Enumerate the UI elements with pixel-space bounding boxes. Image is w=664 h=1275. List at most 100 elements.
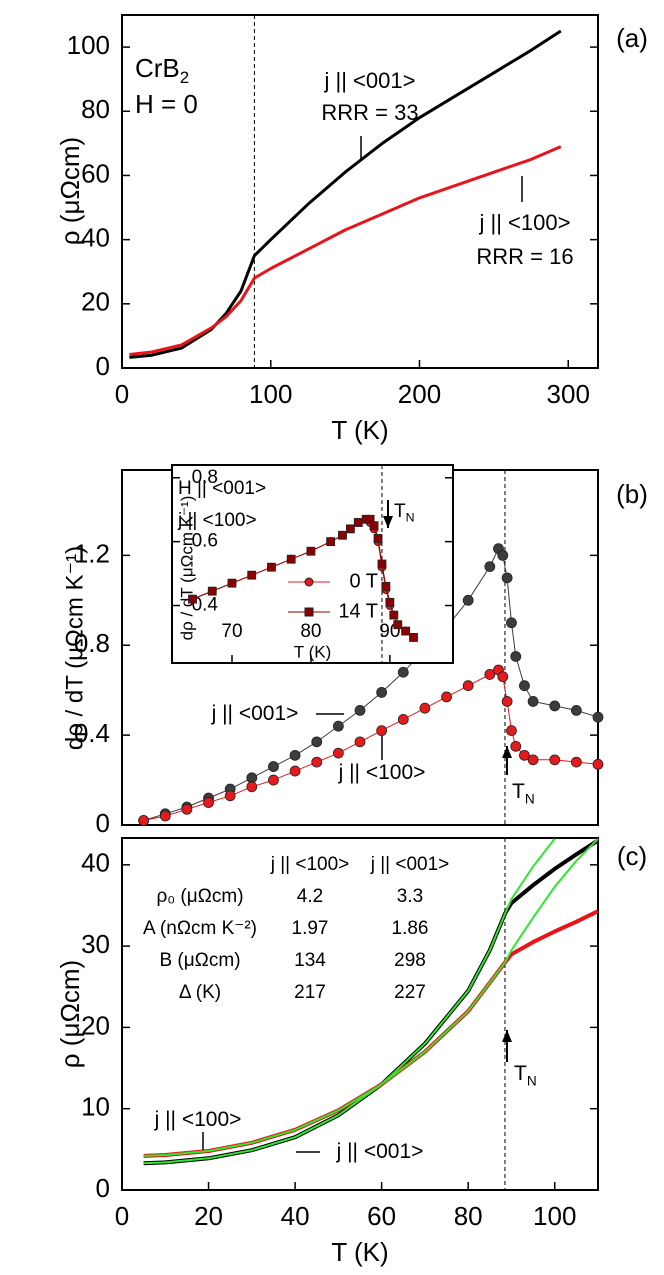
- x-tick-label: 0: [115, 379, 129, 409]
- annotation: H || <001>: [178, 478, 266, 499]
- plot-frame: [121, 14, 599, 369]
- annotation-subscript: 2: [180, 69, 189, 88]
- table-row-label: B (μΩcm): [159, 950, 240, 971]
- y-tick-label: 40: [81, 223, 110, 253]
- data-point: [409, 633, 418, 642]
- y-tick-label: 0.8: [74, 628, 110, 658]
- table-header: j || <100>: [270, 854, 350, 875]
- y-axis-label: ρ (μΩcm): [55, 137, 85, 245]
- x-tick-label: 40: [281, 1201, 310, 1231]
- data-point: [389, 610, 399, 620]
- table-header: j || <001>: [370, 854, 450, 875]
- data-point: [338, 530, 347, 540]
- data-point: [510, 651, 522, 662]
- annotation-subscript: N: [527, 1073, 537, 1088]
- annotation-text: j || <100>: [479, 210, 571, 235]
- data-point: [519, 680, 530, 692]
- data-point: [224, 790, 236, 802]
- annotation: j || <001>: [324, 68, 416, 93]
- y-tick-label: 0: [96, 1173, 110, 1203]
- data-point: [592, 758, 604, 770]
- panel-label: (c): [617, 841, 647, 871]
- data-point: [377, 559, 387, 569]
- data-point: [549, 754, 561, 766]
- y-tick-label: 10: [81, 1092, 110, 1122]
- chart-panel: 00.40.81.2dρ / dT (μΩcm K⁻¹)(b)j || <001…: [61, 469, 648, 838]
- data-point: [570, 756, 582, 768]
- x-tick-label: 100: [249, 379, 292, 409]
- y-tick-label: 0: [96, 808, 110, 838]
- annotation-text: j || <001>: [336, 1140, 424, 1163]
- data-point: [311, 756, 323, 768]
- table-cell: 1.97: [292, 918, 329, 939]
- y-tick-label: 60: [81, 158, 110, 188]
- data-point: [510, 740, 522, 752]
- annotation-text: j || <100>: [154, 1108, 242, 1131]
- table-row-label: A (nΩcm K⁻²): [143, 918, 257, 939]
- arrow-head: [383, 516, 393, 528]
- data-point: [501, 696, 513, 707]
- chart-panel: 0 10 20 30 40 0 20 40 60 80 100 T (K) ρ (μΩcm) (c) j |…: [55, 837, 647, 1267]
- data-point: [497, 671, 509, 683]
- annotation: RRR = 16: [476, 244, 573, 269]
- table-cell: 217: [294, 982, 326, 1003]
- data-point: [484, 669, 496, 680]
- y-tick-label: 0.4: [74, 718, 110, 748]
- data-point: [311, 736, 323, 748]
- data-point: [519, 749, 530, 761]
- data-point: [506, 617, 517, 629]
- table-cell: 3.3: [397, 886, 423, 907]
- y-tick-label: 1.2: [74, 538, 110, 568]
- curve: [143, 838, 599, 1157]
- annotation-subscript: N: [406, 511, 415, 525]
- data-point: [527, 754, 539, 766]
- annotation: j || <100>: [154, 1108, 242, 1131]
- legend-label: 0 T: [349, 570, 378, 592]
- data-point: [159, 810, 171, 822]
- annotation: CrB2: [135, 53, 189, 88]
- annotation: j || <100>: [338, 761, 426, 784]
- annotation-text: j || <100>: [177, 510, 257, 531]
- x-axis-label: T (K): [331, 1237, 388, 1267]
- data-point: [188, 594, 197, 604]
- data-point: [354, 736, 366, 748]
- data-point: [247, 570, 257, 580]
- annotation: j || <001>: [211, 702, 299, 725]
- data-point: [570, 705, 582, 716]
- table-cell: 134: [294, 950, 326, 971]
- data-point: [246, 772, 258, 784]
- annotation-text: CrB: [135, 53, 180, 83]
- data-point: [381, 581, 391, 591]
- annotation-text: j || <100>: [338, 761, 426, 784]
- data-point: [306, 546, 316, 556]
- x-tick-label: 100: [533, 1201, 576, 1231]
- annotation-text: j || <001>: [324, 68, 416, 93]
- data-point: [441, 691, 452, 703]
- annotation: j || <001>: [336, 1140, 424, 1163]
- data-point: [397, 713, 409, 725]
- curve: [129, 145, 562, 356]
- y-axis-label: dρ / dT (μΩcm K⁻¹): [61, 546, 88, 750]
- legend-label: 14 T: [338, 600, 378, 622]
- arrow-head: [502, 746, 512, 758]
- x-tick-label: 0: [115, 1201, 129, 1231]
- data-point: [332, 747, 344, 759]
- table-row-label: ρ₀ (μΩcm): [156, 886, 243, 907]
- x-axis-label: T (K): [331, 415, 388, 445]
- arrow-head: [502, 1030, 512, 1042]
- y-tick-label: 30: [81, 929, 110, 959]
- panel-label: (a): [616, 23, 648, 53]
- data-point: [332, 720, 344, 732]
- y-tick-label: 20: [81, 1010, 110, 1040]
- data-point: [181, 803, 193, 815]
- data-point: [138, 815, 150, 826]
- data-point: [462, 680, 474, 692]
- curve: [129, 29, 562, 359]
- data-point: [354, 705, 366, 716]
- x-tick-label: 200: [398, 379, 441, 409]
- data-point: [549, 700, 561, 712]
- data-point: [289, 749, 301, 761]
- annotation: TN: [512, 780, 535, 806]
- data-point: [267, 562, 276, 572]
- y-axis-label: dρ / dT (μΩcm K⁻¹): [177, 496, 196, 641]
